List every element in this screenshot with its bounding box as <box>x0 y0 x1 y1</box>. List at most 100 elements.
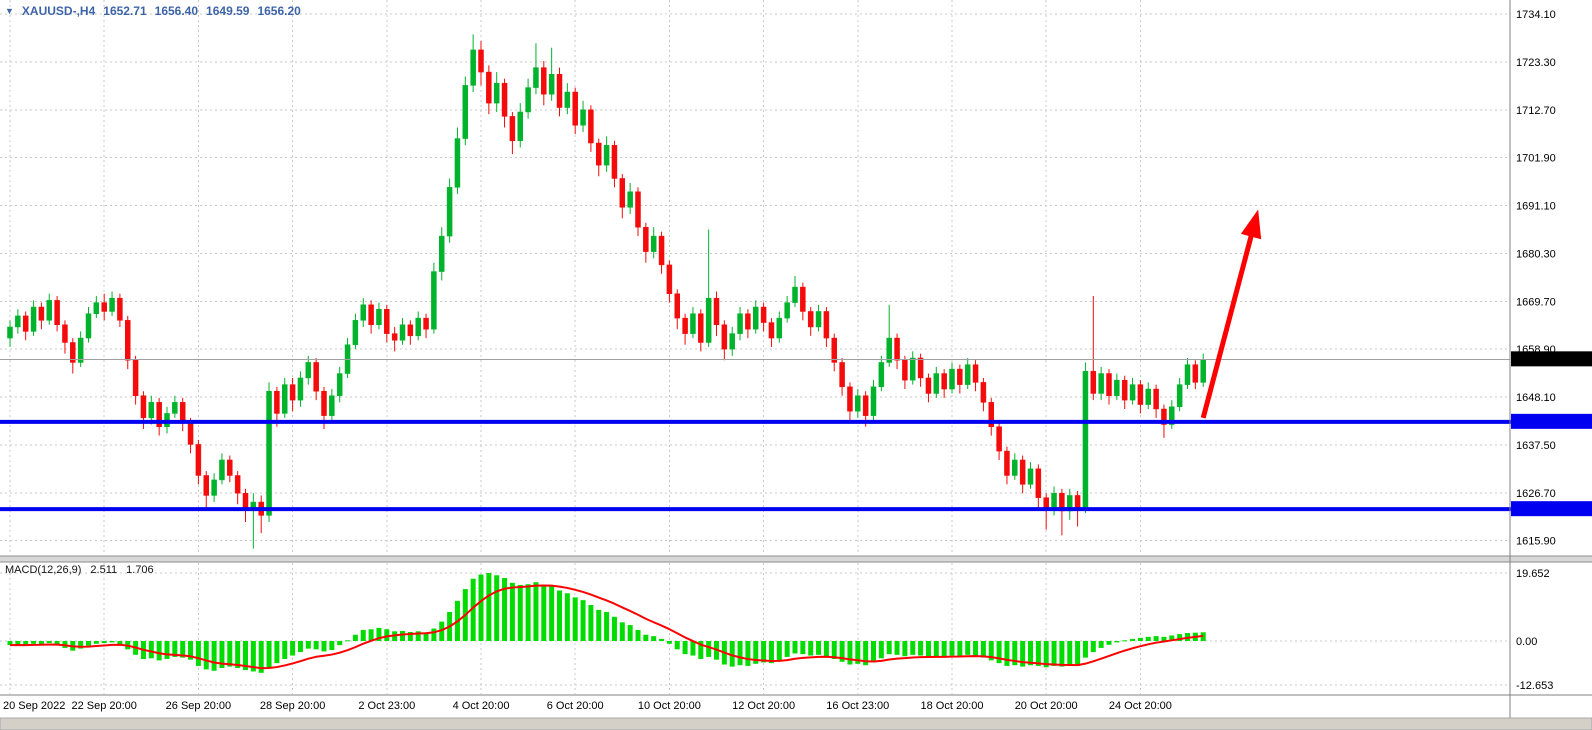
candle-body <box>635 191 641 228</box>
price-axis-label: 1669.70 <box>1516 296 1556 308</box>
candle-body <box>423 317 429 330</box>
candle-body <box>1035 468 1042 498</box>
candle-body <box>1027 468 1034 485</box>
price-axis-label: 1680.30 <box>1516 248 1556 260</box>
candle-body <box>1074 495 1081 509</box>
price-axis-label: 1723.30 <box>1516 57 1556 69</box>
candle-body <box>85 313 92 339</box>
candle-body <box>807 311 814 328</box>
candle-body <box>768 322 775 339</box>
candle-body <box>753 306 759 330</box>
candle-body <box>917 357 924 379</box>
candle-body <box>1082 371 1089 509</box>
candle-body <box>266 391 272 516</box>
price-axis-label: 1615.90 <box>1516 536 1556 548</box>
candle-body <box>1145 388 1151 405</box>
time-axis-label: 20 Sep 2022 <box>3 700 65 712</box>
candle-body <box>407 324 414 337</box>
candle-body <box>360 304 366 321</box>
candle-body <box>486 71 492 104</box>
candle-body <box>1161 408 1167 425</box>
price-axis-label: 1701.90 <box>1516 153 1556 165</box>
candle-body <box>1176 384 1183 408</box>
candle-body <box>219 459 225 481</box>
candle-body <box>77 337 84 363</box>
candle-body <box>650 235 657 252</box>
macd-axis-label: 0.00 <box>1516 636 1537 648</box>
candle-body <box>1098 373 1104 394</box>
candle-body <box>179 402 186 423</box>
price-axis-label: 1734.10 <box>1516 9 1556 21</box>
candle-body <box>203 475 209 496</box>
time-axis-label: 12 Oct 20:00 <box>732 700 795 712</box>
candle-body <box>902 359 908 381</box>
candle-body <box>125 320 131 361</box>
candle-body <box>745 313 751 330</box>
candle-body <box>399 324 406 341</box>
candle-body <box>847 386 853 412</box>
candle-body <box>227 459 233 476</box>
candle-body <box>446 187 453 237</box>
time-axis-label: 18 Oct 20:00 <box>921 700 984 712</box>
candle-body <box>70 342 76 363</box>
candle-body <box>156 402 162 427</box>
candle-body <box>234 475 241 494</box>
candle-body <box>140 395 147 419</box>
candle-body <box>54 300 60 326</box>
macd-axis-label: 19.652 <box>1516 568 1550 580</box>
candle-body <box>596 142 602 166</box>
candle-body <box>792 286 798 303</box>
time-axis-label: 4 Oct 20:00 <box>453 700 510 712</box>
candle-body <box>525 87 531 113</box>
macd-signal-line <box>9 584 1204 670</box>
panel-separator[interactable] <box>0 556 1592 562</box>
candle-body <box>894 337 900 361</box>
candle-body <box>352 320 359 345</box>
candle-body <box>509 116 516 142</box>
candle-body <box>62 324 68 343</box>
candle-body <box>132 359 139 396</box>
candle-body <box>117 297 123 321</box>
candle-body <box>470 49 476 86</box>
trend-arrow[interactable] <box>1200 209 1262 419</box>
candle-body <box>384 308 390 334</box>
candle-body <box>533 67 539 88</box>
time-axis-label: 2 Oct 23:00 <box>358 700 415 712</box>
time-axis-label: 16 Oct 23:00 <box>826 700 889 712</box>
candle-body <box>109 297 115 312</box>
candle-body <box>478 49 484 73</box>
candle-body <box>925 377 932 394</box>
candle-body <box>800 286 806 312</box>
candle-body <box>391 333 398 341</box>
candle-body <box>242 492 249 509</box>
candle-body <box>1184 364 1191 385</box>
candle-body <box>603 144 610 166</box>
candle-body <box>627 191 633 208</box>
candle-body <box>7 326 13 339</box>
macd-axis-label: -12.653 <box>1516 680 1553 692</box>
candle-body <box>886 337 892 363</box>
candle-body <box>910 357 916 381</box>
candle-body <box>101 302 107 312</box>
candle-body <box>22 315 29 332</box>
time-axis-label: 22 Sep 20:00 <box>71 700 136 712</box>
candle-body <box>760 306 767 323</box>
candle-body <box>1051 492 1057 509</box>
time-axis[interactable]: 20 Sep 2022 22 Sep 20:00 26 Sep 20:00 28 Se… <box>3 700 1172 712</box>
candle-body <box>501 82 508 117</box>
candle-body <box>1200 359 1206 383</box>
bottom-scrollbar-strip[interactable] <box>0 717 1592 730</box>
macd-histogram <box>7 573 1206 673</box>
candle-body <box>1004 450 1010 476</box>
candle-body <box>690 313 696 334</box>
candle-body <box>462 85 469 139</box>
candle-body <box>980 382 987 403</box>
candle-body <box>674 293 680 319</box>
candle-body <box>336 373 343 396</box>
price-axis-label: 1626.70 <box>1516 488 1556 500</box>
candle-body <box>682 317 688 334</box>
candle-body <box>823 311 830 339</box>
candle-body <box>713 297 720 326</box>
